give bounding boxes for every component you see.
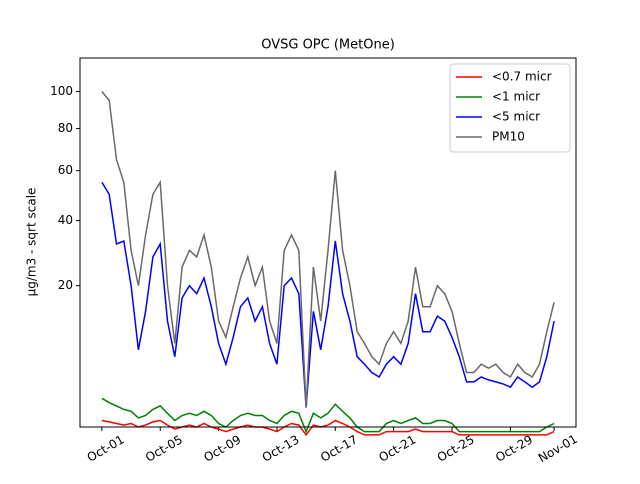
x-tick-label: Oct-29 <box>493 432 535 464</box>
y-tick-label: 80 <box>58 121 73 135</box>
series-line <box>101 419 555 437</box>
legend-label: <0.7 micr <box>492 70 552 84</box>
x-tick-label: Oct-01 <box>85 432 127 464</box>
series-line <box>101 91 555 408</box>
x-tick-label: Oct-25 <box>435 432 477 464</box>
series-line <box>101 397 555 434</box>
x-tick-label: Oct-09 <box>201 432 243 464</box>
series-line <box>101 181 555 408</box>
x-tick-label: Oct-17 <box>318 432 360 464</box>
legend-label: <5 micr <box>492 110 540 124</box>
x-tick-label: Nov-01 <box>536 432 580 465</box>
y-axis-label: µg/m3 - sqrt scale <box>25 188 39 297</box>
y-tick-label: 40 <box>58 213 73 227</box>
y-tick-label: 100 <box>50 84 73 98</box>
plot-frame <box>79 57 577 428</box>
x-tick-label: Oct-21 <box>376 432 418 464</box>
chart-title: OVSG OPC (MetOne) <box>261 38 395 53</box>
legend-label: <1 micr <box>492 90 540 104</box>
x-tick-label: Oct-05 <box>143 432 185 464</box>
y-tick-label: 60 <box>58 163 73 177</box>
legend-label: PM10 <box>492 130 525 144</box>
legend-box <box>449 63 571 153</box>
y-tick-label: 20 <box>58 278 73 292</box>
x-tick-label: Oct-13 <box>260 432 302 464</box>
